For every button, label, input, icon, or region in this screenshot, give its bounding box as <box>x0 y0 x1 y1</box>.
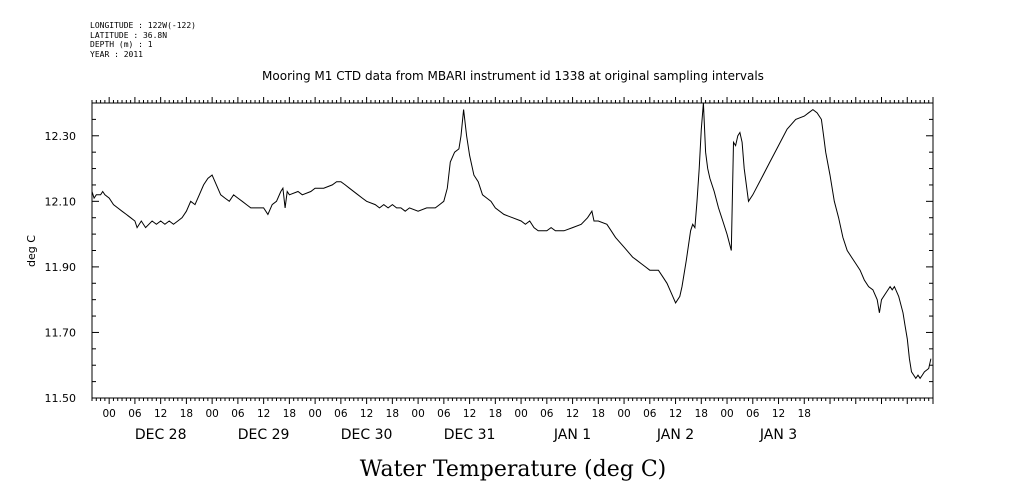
x-day-labels: DEC 28 DEC 29 DEC 30 DEC 31 JAN 1 JAN 2 JAN 3 <box>135 427 797 443</box>
y-tick-label: 11.70 <box>45 326 77 339</box>
series-line <box>91 102 932 380</box>
x-tick-labels: 00 06 12 18 00 06 12 18 00 06 12 18 00 06 12 18 00 06 12 18… <box>102 408 810 420</box>
x-tick-label: 12 <box>154 408 167 420</box>
x-day-label: JAN 1 <box>553 427 591 443</box>
x-tick-label: 06 <box>334 408 348 420</box>
x-day-label: DEC 31 <box>444 427 496 443</box>
x-tick-label: 12 <box>772 408 785 420</box>
x-tick-label: 18 <box>489 408 502 420</box>
x-tick-label: 06 <box>231 408 245 420</box>
x-day-label: DEC 29 <box>238 427 290 443</box>
x-day-label: JAN 2 <box>656 427 694 443</box>
x-tick-label: 00 <box>617 408 630 420</box>
plot-frame <box>91 102 934 399</box>
x-tick-label: 00 <box>308 408 321 420</box>
x-tick-label: 06 <box>437 408 451 420</box>
x-day-label: DEC 30 <box>341 427 393 443</box>
metadata-block: LONGITUDE : 122W(-122) LATITUDE : 36.8N … <box>90 21 196 59</box>
x-tick-label: 00 <box>411 408 424 420</box>
x-tick-label: 12 <box>257 408 270 420</box>
x-tick-label: 18 <box>180 408 193 420</box>
y-tick-label: 12.30 <box>45 130 77 143</box>
x-axis-label: Water Temperature (deg C) <box>360 457 667 482</box>
y-tick-label: 11.90 <box>45 261 77 274</box>
x-tick-label: 18 <box>283 408 296 420</box>
x-tick-label: 06 <box>746 408 760 420</box>
x-tick-label: 12 <box>566 408 579 420</box>
x-tick-label: 00 <box>205 408 218 420</box>
x-tick-label: 18 <box>798 408 811 420</box>
chart-title: Mooring M1 CTD data from MBARI instrumen… <box>262 69 764 83</box>
x-tick-label: 06 <box>540 408 554 420</box>
x-tick-label: 12 <box>669 408 682 420</box>
x-tick-label: 06 <box>643 408 657 420</box>
y-tick-labels: 12.30 12.10 11.90 11.70 11.50 <box>45 130 77 405</box>
x-tick-label: 06 <box>128 408 142 420</box>
longitude-label: LONGITUDE : 122W(-122) <box>90 21 196 30</box>
y-tick-label: 12.10 <box>45 195 77 208</box>
x-tick-label: 18 <box>386 408 399 420</box>
x-tick-label: 12 <box>463 408 476 420</box>
x-tick-label: 00 <box>514 408 527 420</box>
depth-label: DEPTH (m) : 1 <box>90 40 153 49</box>
x-tick-label: 00 <box>720 408 733 420</box>
x-day-label: JAN 3 <box>759 427 797 443</box>
x-tick-label: 18 <box>695 408 708 420</box>
year-label: YEAR : 2011 <box>90 49 143 59</box>
x-tick-label: 00 <box>102 408 115 420</box>
y-axis-label: deg C <box>25 235 38 267</box>
x-tick-label: 18 <box>592 408 605 420</box>
x-tick-label: 12 <box>360 408 373 420</box>
y-tick-label: 11.50 <box>45 392 77 405</box>
latitude-label: LATITUDE : 36.8N <box>90 30 168 40</box>
tick-marks <box>91 97 934 404</box>
x-day-label: DEC 28 <box>135 427 187 443</box>
